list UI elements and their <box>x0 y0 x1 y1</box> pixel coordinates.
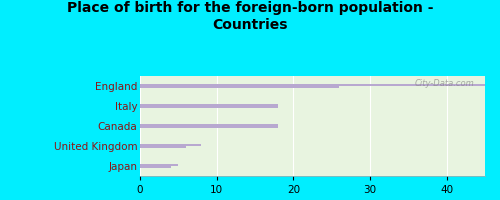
Bar <box>140 124 278 126</box>
Bar <box>140 146 186 148</box>
Bar <box>140 126 278 128</box>
Bar <box>140 166 170 168</box>
Bar <box>140 104 278 106</box>
Bar <box>140 164 178 166</box>
Bar <box>140 106 278 108</box>
Bar <box>140 144 202 146</box>
Text: Place of birth for the foreign-born population -
Countries: Place of birth for the foreign-born popu… <box>67 1 433 32</box>
Bar <box>140 86 340 88</box>
Text: City-Data.com: City-Data.com <box>415 79 474 88</box>
Bar <box>140 84 485 86</box>
